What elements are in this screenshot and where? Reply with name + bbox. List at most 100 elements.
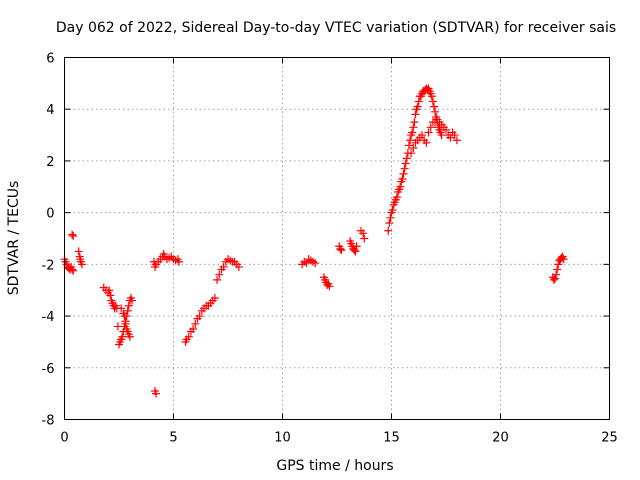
data-point xyxy=(226,256,235,265)
y-tick-label: 6 xyxy=(46,52,54,67)
data-point xyxy=(554,260,563,269)
data-point xyxy=(69,231,78,240)
data-point xyxy=(215,270,224,279)
data-point xyxy=(152,389,161,398)
data-point xyxy=(191,319,200,328)
data-point xyxy=(124,301,133,310)
data-point xyxy=(337,246,346,255)
data-point xyxy=(213,275,222,284)
x-tick-label: 10 xyxy=(274,431,291,446)
data-point xyxy=(234,262,243,271)
data-point xyxy=(105,286,114,295)
plot-frame xyxy=(64,57,610,420)
data-point xyxy=(360,234,369,243)
data-segment xyxy=(68,230,78,240)
data-point xyxy=(430,102,439,111)
data-point xyxy=(422,138,431,147)
x-tick-label: 0 xyxy=(60,431,68,446)
data-point xyxy=(401,159,410,168)
data-point xyxy=(409,144,418,152)
data-point xyxy=(549,275,558,284)
data-point xyxy=(120,312,129,321)
data-point xyxy=(68,265,77,274)
data-point xyxy=(431,107,440,116)
data-point xyxy=(174,257,183,266)
data-point xyxy=(392,193,401,202)
data-point xyxy=(128,296,137,305)
x-axis-label: GPS time / hours xyxy=(276,458,393,474)
data-point xyxy=(452,136,461,145)
x-tick-label: 5 xyxy=(169,431,177,446)
data-point xyxy=(398,175,407,184)
data-point xyxy=(551,274,559,283)
data-point xyxy=(117,304,126,313)
data-segment xyxy=(356,226,369,243)
data-point xyxy=(325,282,334,291)
data-point xyxy=(336,244,345,253)
y-axis-label: SDTVAR / TECUs xyxy=(6,181,22,296)
data-point xyxy=(388,206,397,215)
data-point xyxy=(414,97,423,106)
data-point xyxy=(351,247,360,256)
data-segment xyxy=(74,247,86,269)
data-point xyxy=(410,118,419,127)
y-tick-label: 4 xyxy=(46,103,54,118)
data-point xyxy=(426,123,435,132)
data-point xyxy=(407,149,416,158)
data-point xyxy=(77,260,86,269)
data-point xyxy=(311,259,320,268)
data-points xyxy=(60,84,568,398)
data-point xyxy=(402,154,411,163)
data-segment xyxy=(150,387,161,398)
data-segment xyxy=(181,255,243,346)
data-segment xyxy=(384,84,446,235)
data-segment xyxy=(548,252,568,284)
data-point xyxy=(386,213,395,222)
data-segment xyxy=(319,273,334,291)
y-tick-label: -8 xyxy=(42,414,55,429)
data-point xyxy=(424,128,433,137)
data-point xyxy=(428,97,437,106)
y-tick-label: 0 xyxy=(46,207,54,222)
data-segment xyxy=(117,304,134,341)
data-point xyxy=(69,266,78,275)
data-segment xyxy=(335,242,346,255)
data-point xyxy=(74,247,83,256)
axis-ticks: 0 5 10 15 20 25 -8 -6 -4 -2 0 2 4 6 xyxy=(42,52,618,446)
data-point xyxy=(195,312,204,321)
data-segment xyxy=(60,255,78,275)
data-point xyxy=(553,265,562,274)
data-point xyxy=(121,319,130,328)
data-point xyxy=(399,169,408,178)
data-point xyxy=(384,226,393,235)
y-tick-label: -6 xyxy=(42,362,55,377)
y-tick-label: -4 xyxy=(42,310,55,325)
data-point xyxy=(406,136,415,145)
data-point xyxy=(189,325,198,333)
data-point xyxy=(210,293,219,302)
x-tick-label: 20 xyxy=(492,431,509,446)
data-point xyxy=(559,255,568,264)
data-point xyxy=(411,110,420,119)
data-point xyxy=(118,332,127,341)
data-point xyxy=(418,131,427,140)
data-point xyxy=(125,332,134,341)
y-tick-label: -2 xyxy=(42,258,55,273)
y-tick-label: 2 xyxy=(46,155,54,170)
data-point xyxy=(106,291,115,300)
x-tick-label: 25 xyxy=(601,431,618,446)
data-point xyxy=(400,164,409,173)
data-point xyxy=(427,92,436,101)
data-segment xyxy=(149,250,183,271)
data-point xyxy=(123,306,132,315)
data-point xyxy=(450,131,459,140)
data-segment xyxy=(298,255,320,269)
data-segment xyxy=(407,115,461,158)
chart-title: Day 062 of 2022, Sidereal Day-to-day VTE… xyxy=(56,20,616,36)
data-point xyxy=(219,262,228,271)
data-segment xyxy=(99,283,137,349)
data-point xyxy=(442,125,450,134)
data-point xyxy=(68,230,77,239)
data-point xyxy=(404,141,413,150)
